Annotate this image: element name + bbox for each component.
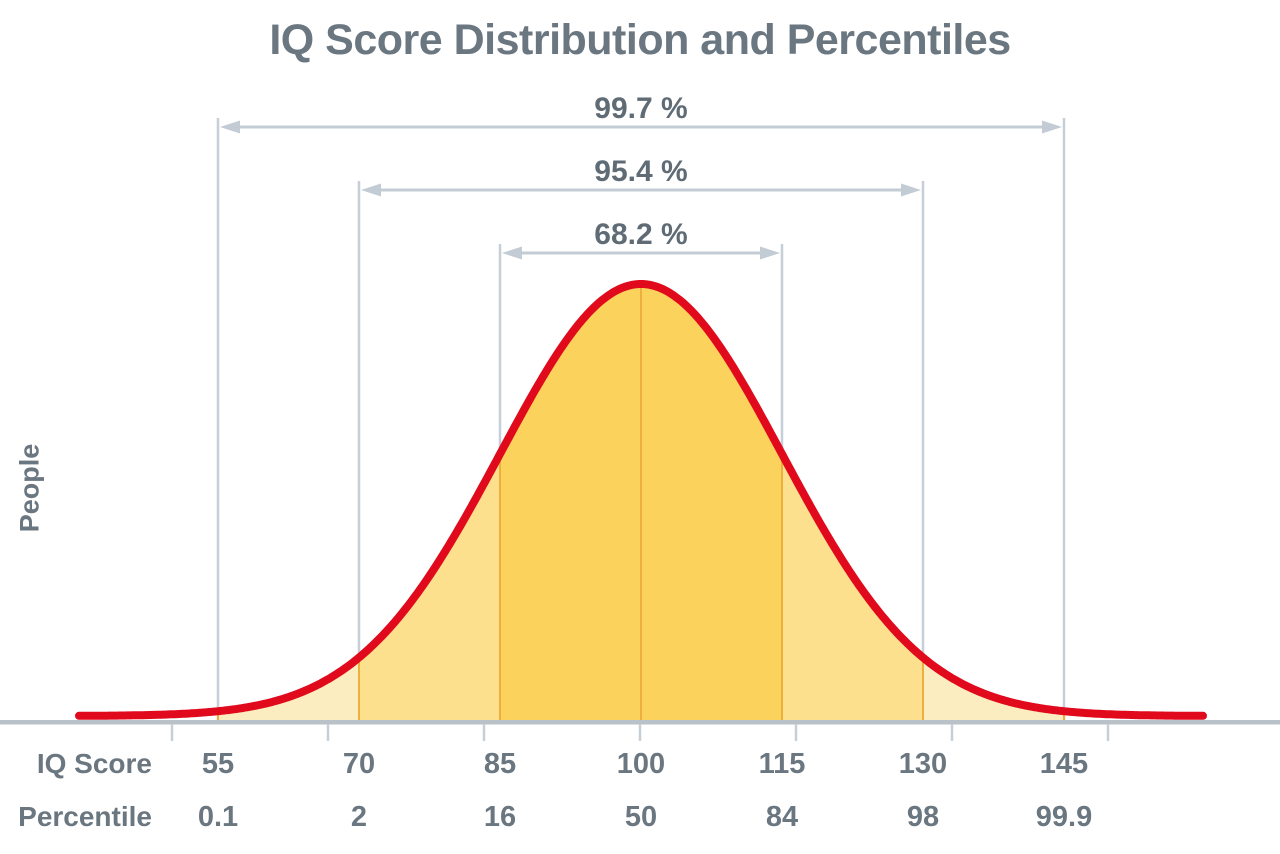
iq-score-value: 130	[898, 748, 948, 780]
y-axis-label: People	[14, 443, 45, 533]
percentile-row-label: Percentile	[18, 801, 152, 832]
percentile-value: 99.9	[1035, 801, 1093, 833]
page-title: IQ Score Distribution and Percentiles	[269, 16, 1011, 64]
percentile-value: 98	[906, 801, 940, 833]
percentile-value: 50	[624, 801, 658, 833]
iq-score-value: 100	[616, 748, 666, 780]
iq-score-value: 70	[342, 748, 376, 780]
iq-score-value: 85	[483, 748, 517, 780]
iq-score-value: 55	[201, 748, 235, 780]
coverage-label-99-7: 99.7 %	[594, 92, 688, 125]
coverage-label-68-2: 68.2 %	[594, 218, 688, 251]
iq-score-row-label: IQ Score	[36, 748, 152, 779]
percentile-value: 16	[483, 801, 517, 833]
iq-score-value: 145	[1039, 748, 1089, 780]
percentile-value: 0.1	[197, 801, 239, 833]
coverage-label-95-4: 95.4 %	[594, 155, 688, 188]
iq-score-value: 115	[758, 748, 806, 780]
percentile-value: 2	[350, 801, 368, 833]
percentile-value: 84	[765, 801, 799, 833]
